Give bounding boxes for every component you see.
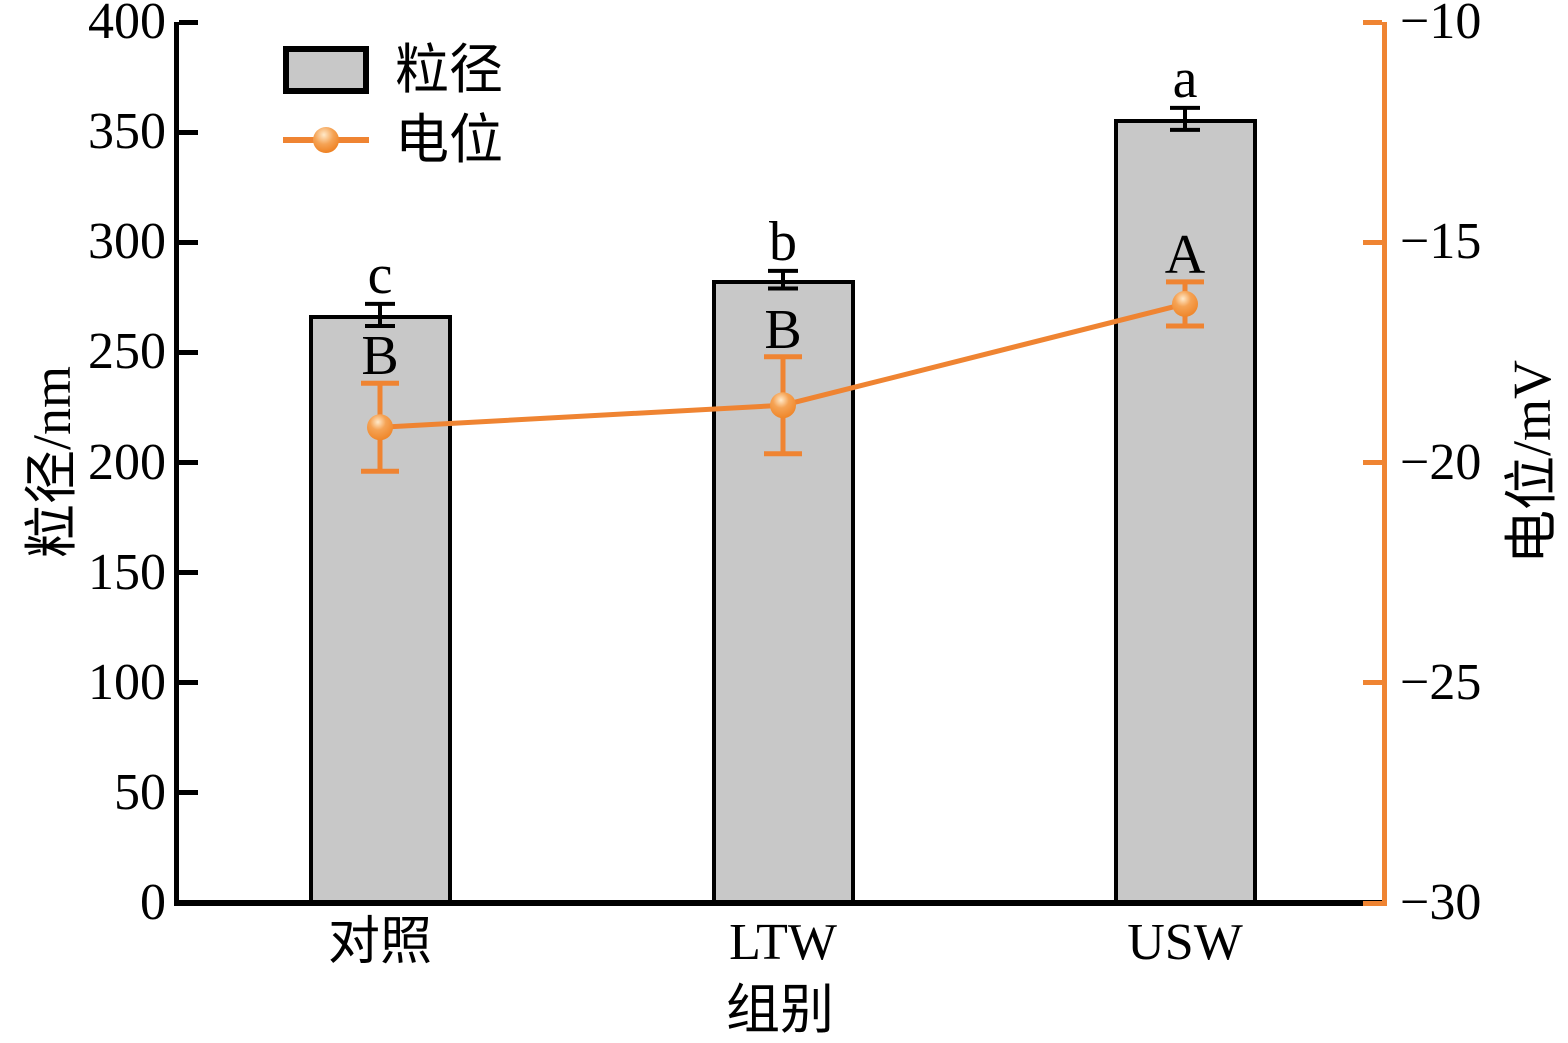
left-tick-label-0: 0	[140, 874, 166, 931]
left-tick-50	[179, 790, 198, 796]
right-tick--25	[1363, 680, 1382, 686]
bar-3	[1113, 118, 1257, 904]
zeta-sig-letter-2: B	[764, 298, 802, 361]
zeta-marker-2	[770, 392, 796, 419]
left-tick-200	[179, 460, 198, 465]
legend-item-line: 电位	[283, 112, 503, 168]
left-tick-label-350: 350	[88, 103, 166, 161]
left-tick-label-150: 150	[88, 543, 166, 601]
bar-sig-letter-1: c	[367, 243, 393, 306]
left-tick-0	[179, 900, 198, 906]
bar-1	[308, 314, 452, 904]
bar-sig-letter-3: a	[1172, 47, 1198, 110]
legend-item-bar: 粒径	[283, 42, 503, 98]
right-tick-label--15: −15	[1400, 213, 1482, 271]
right-tick--20	[1363, 460, 1382, 465]
zeta-marker-1	[367, 414, 393, 441]
right-tick-label--25: −25	[1400, 653, 1482, 711]
left-tick-label-50: 50	[114, 763, 166, 821]
left-tick-100	[179, 680, 198, 686]
right-axis-spine	[1382, 22, 1387, 906]
left-tick-150	[179, 570, 198, 576]
left-tick-250	[179, 349, 198, 355]
left-tick-300	[179, 239, 198, 245]
left-tick-label-400: 400	[88, 0, 166, 50]
right-tick--15	[1363, 239, 1382, 245]
right-tick--30	[1363, 900, 1382, 906]
legend-line-swatch-icon	[283, 116, 369, 164]
left-tick-350	[179, 129, 198, 135]
zeta-marker-3	[1172, 290, 1198, 317]
legend-bar-label: 粒径	[395, 40, 503, 100]
left-tick-label-200: 200	[88, 433, 166, 491]
right-tick--10	[1363, 19, 1382, 25]
zeta-sig-letter-1: B	[361, 325, 399, 388]
legend-bar-swatch-icon	[283, 46, 369, 94]
right-tick-label--10: −10	[1400, 0, 1482, 50]
legend-line-label: 电位	[395, 110, 503, 170]
right-tick-label--30: −30	[1400, 874, 1482, 931]
bar-sig-letter-2: b	[769, 210, 797, 273]
left-axis-spine	[174, 22, 179, 906]
right-axis-title: 电位/mV	[1502, 359, 1562, 565]
left-tick-label-100: 100	[88, 653, 166, 711]
x-category-label-2: LTW	[729, 914, 837, 971]
legend: 粒径 电位	[283, 42, 503, 182]
left-axis-title: 粒径/nm	[22, 365, 82, 559]
left-tick-400	[179, 19, 198, 25]
x-category-label-1: 对照	[327, 914, 433, 971]
left-tick-label-300: 300	[88, 213, 166, 271]
right-tick-label--20: −20	[1400, 433, 1482, 491]
legend-marker-icon	[313, 127, 339, 153]
bar-2	[711, 279, 855, 904]
x-category-label-3: USW	[1127, 914, 1243, 971]
zeta-sig-letter-3: A	[1164, 223, 1206, 286]
left-tick-label-250: 250	[88, 323, 166, 381]
x-axis-title: 组别	[726, 980, 834, 1040]
